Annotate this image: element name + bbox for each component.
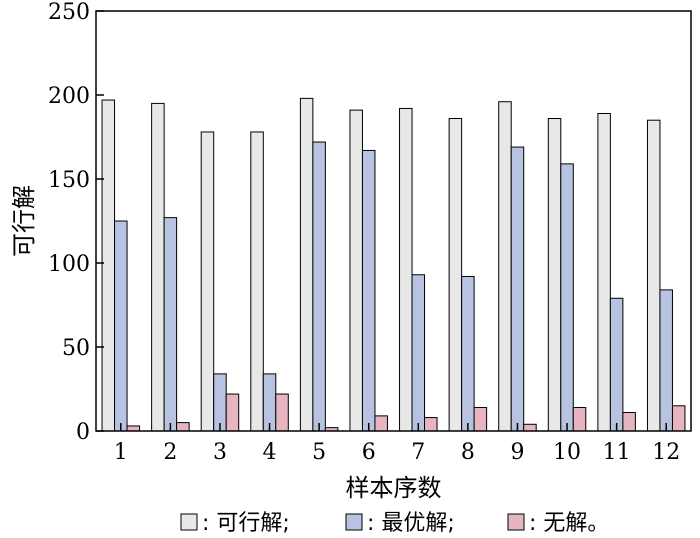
bar-可行解-3 (200, 131, 215, 432)
legend-swatch-可行解 (180, 513, 198, 531)
bar-最优解-5 (312, 141, 326, 432)
bar-最优解-9 (510, 146, 525, 432)
y-tick-label: 100 (48, 252, 90, 277)
bar-无解-8 (473, 406, 488, 432)
y-tick-label: 150 (48, 168, 90, 193)
y-tick-label: 0 (76, 420, 90, 445)
bar-可行解-8 (448, 118, 463, 432)
x-tick-label: 10 (553, 440, 581, 465)
bar-无解-11 (622, 412, 636, 432)
bar-无解-1 (126, 425, 141, 432)
bar-无解-7 (424, 417, 438, 432)
bar-最优解-8 (461, 275, 475, 432)
x-tick-label: 5 (312, 440, 326, 465)
bar-可行解-11 (597, 112, 611, 432)
bar-无解-10 (572, 406, 587, 432)
legend-label-最优解: : 最优解; (367, 511, 455, 536)
bar-最优解-1 (114, 220, 128, 432)
x-tick-label: 8 (461, 440, 475, 465)
x-tick-label: 2 (163, 440, 177, 465)
legend: : 可行解; : 最优解; : 无解。 (180, 511, 609, 536)
bar-最优解-11 (609, 297, 624, 432)
bar-可行解-6 (349, 109, 363, 432)
bar-最优解-6 (361, 149, 376, 432)
y-tick-label: 250 (48, 0, 90, 25)
x-tick-label: 9 (510, 440, 524, 465)
y-tick-label: 200 (48, 84, 90, 109)
x-tick-label: 1 (114, 440, 128, 465)
bars-layer (101, 97, 686, 432)
bar-无解-3 (225, 393, 240, 432)
x-tick-label: 7 (411, 440, 425, 465)
legend-label-无解: : 无解。 (529, 511, 609, 536)
x-tick-label: 4 (263, 440, 277, 465)
bar-最优解-7 (411, 274, 426, 432)
bar-无解-12 (671, 405, 686, 432)
bar-无解-9 (523, 423, 537, 432)
x-axis-title: 样本序数 (346, 474, 442, 502)
bar-可行解-12 (646, 119, 661, 432)
bar-无解-2 (176, 422, 190, 432)
legend-swatch-无解 (507, 513, 525, 531)
y-axis-title: 可行解 (10, 185, 38, 257)
bar-最优解-4 (262, 373, 277, 432)
x-tick-label: 6 (362, 440, 376, 465)
x-tick-label: 12 (652, 440, 680, 465)
bar-可行解-1 (101, 99, 116, 432)
bar-可行解-4 (250, 131, 264, 432)
bar-无解-6 (374, 415, 388, 432)
legend-swatch-最优解 (345, 513, 363, 531)
y-axis: 0 50 100 150 200 250 (48, 0, 104, 445)
bar-最优解-2 (163, 217, 178, 432)
bar-最优解-10 (560, 163, 574, 432)
bar-可行解-7 (399, 107, 413, 432)
bar-无解-4 (275, 393, 289, 432)
x-tick-label: 11 (603, 440, 631, 465)
bar-可行解-9 (498, 101, 512, 432)
bar-最优解-12 (659, 289, 673, 432)
bar-最优解-3 (213, 373, 227, 432)
bar-可行解-10 (547, 118, 562, 432)
bar-可行解-5 (299, 97, 314, 432)
bar-可行解-2 (151, 102, 165, 432)
y-tick-label: 50 (62, 336, 90, 361)
legend-label-可行解: : 可行解; (202, 511, 290, 536)
x-tick-label: 3 (213, 440, 227, 465)
x-axis: 1 2 3 4 5 6 7 8 9 10 11 12 (114, 423, 680, 465)
plot-frame (95, 10, 692, 432)
